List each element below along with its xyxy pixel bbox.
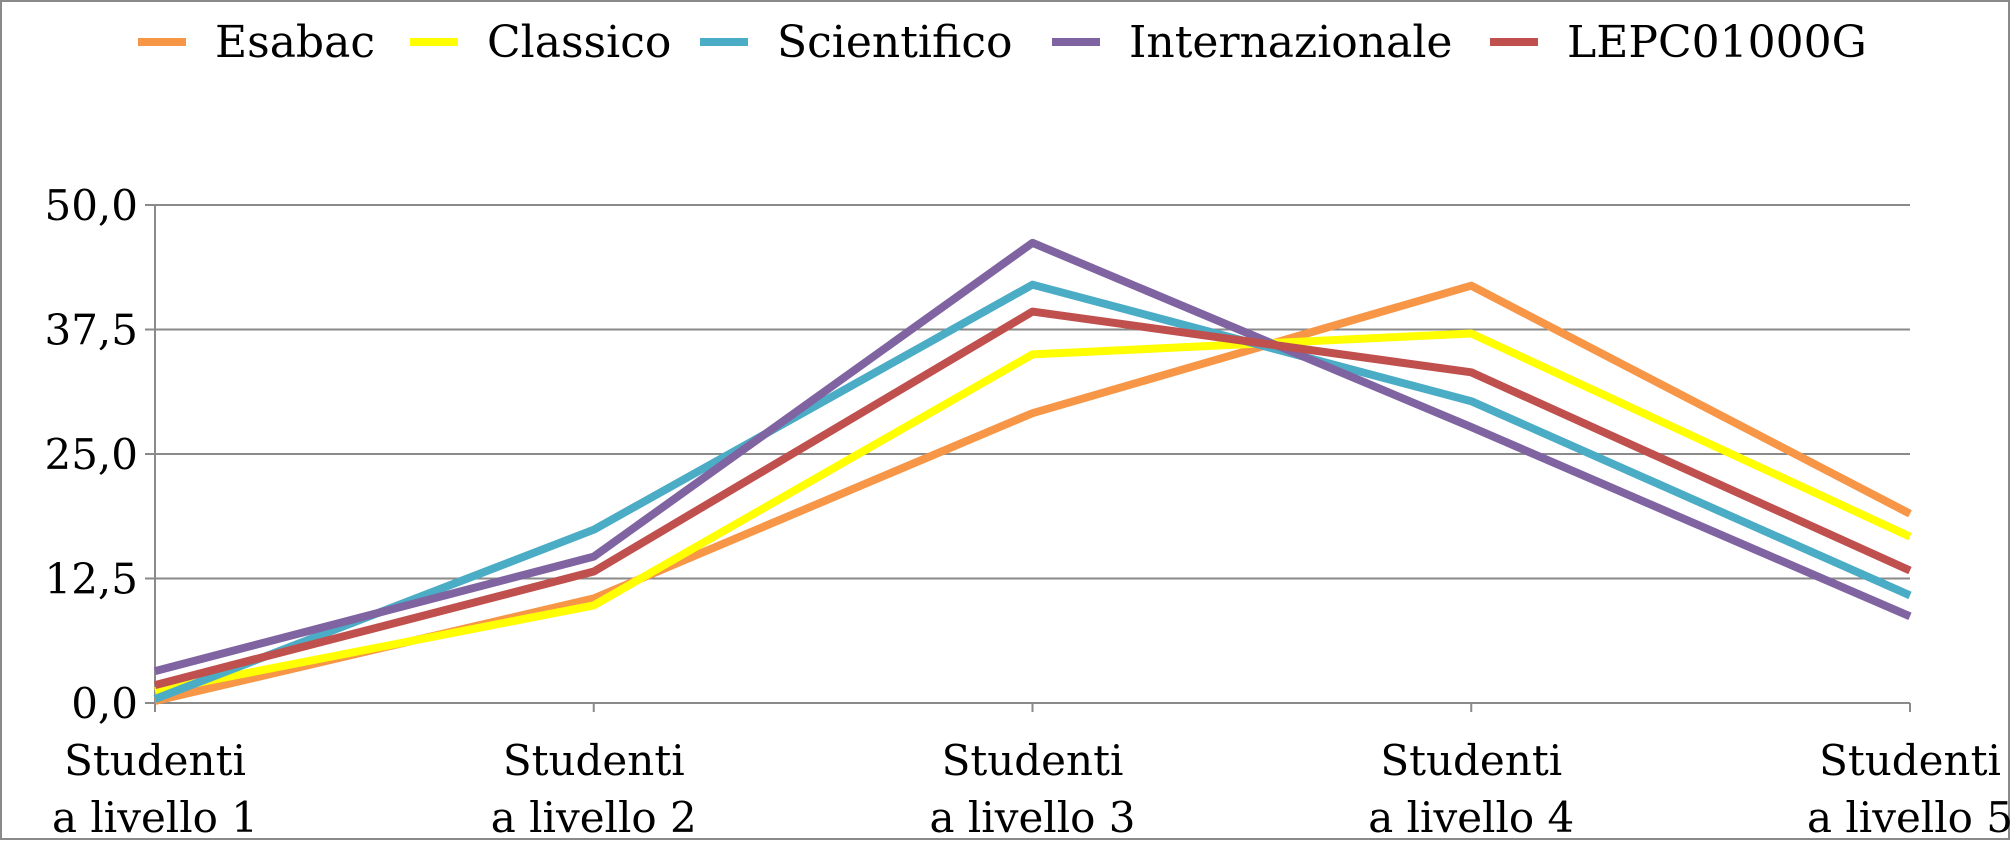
- y-tick-label: 37,5: [44, 306, 138, 355]
- x-tick-label: Studenti a livello 4: [1368, 736, 1574, 840]
- x-tick-label: Studenti a livello 3: [929, 736, 1135, 840]
- x-tick-label: Studenti a livello 5: [1807, 736, 2010, 840]
- gridlines: [145, 204, 1910, 580]
- series-line: [154, 329, 1912, 695]
- legend-item: LEPC01000G: [1490, 17, 1867, 68]
- x-tick-labels: Studenti a livello 1 Studenti a livello 2 St…: [52, 736, 2010, 842]
- legend-label: Esabac: [215, 17, 375, 68]
- y-tick-labels: 0,0 12,5 25,0 37,5 50,0: [44, 181, 138, 728]
- legend-label: Internazionale: [1129, 17, 1452, 68]
- y-tick-label: 12,5: [44, 555, 138, 604]
- series-line: [153, 307, 1912, 689]
- legend: Esabac Classico Scientifico Internazionale L…: [138, 17, 1867, 68]
- x-tick-label: Studenti a livello 2: [491, 736, 697, 840]
- x-tick-label: Studenti a livello 1: [52, 736, 258, 840]
- series-lines: [153, 238, 1912, 705]
- y-tick-label: 0,0: [71, 679, 138, 728]
- y-tick-label: 50,0: [44, 181, 138, 230]
- axes: [145, 205, 1911, 712]
- legend-label: Scientifico: [777, 17, 1012, 68]
- y-tick-label: 25,0: [44, 430, 138, 479]
- legend-item: Scientifico: [700, 17, 1012, 68]
- legend-item: Internazionale: [1052, 17, 1452, 68]
- series-line: [153, 280, 1912, 703]
- legend-item: Classico: [410, 17, 671, 68]
- legend-label: LEPC01000G: [1567, 17, 1867, 68]
- legend-item: Esabac: [138, 17, 375, 68]
- legend-label: Classico: [487, 17, 671, 68]
- series-line: [153, 238, 1912, 675]
